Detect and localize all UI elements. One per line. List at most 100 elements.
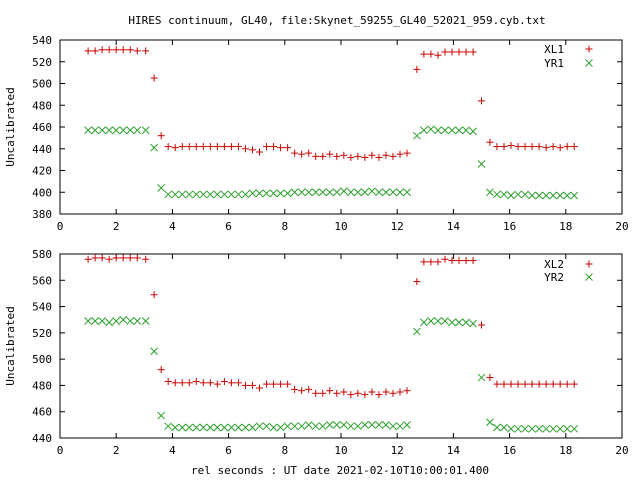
data-point-xl2	[448, 257, 456, 265]
data-point-yr2	[514, 424, 522, 433]
bottom-data-marks	[84, 254, 579, 433]
data-point-xl2	[277, 380, 285, 388]
data-point-yr1	[420, 126, 428, 135]
x-tick-label: 10	[334, 220, 347, 233]
data-point-xl1	[441, 48, 449, 56]
data-point-yr1	[126, 126, 135, 135]
data-point-yr1	[241, 190, 250, 199]
data-point-yr1	[311, 188, 320, 197]
data-point-yr1	[98, 126, 107, 135]
data-point-yr2	[477, 373, 486, 382]
data-point-yr1	[206, 190, 215, 199]
data-point-xl1	[382, 151, 390, 159]
data-point-xl1	[98, 46, 106, 54]
data-point-yr2	[234, 423, 243, 432]
data-point-yr1	[549, 191, 558, 200]
data-point-yr1	[403, 188, 411, 197]
data-point-xl2	[234, 379, 242, 387]
data-point-yr2	[361, 421, 369, 429]
data-point-yr2	[311, 422, 320, 431]
y-tick-label: 540	[32, 34, 52, 47]
data-point-xl2	[133, 254, 141, 262]
data-point-yr2	[105, 318, 114, 327]
data-point-xl1	[361, 153, 369, 161]
data-point-xl1	[403, 149, 411, 157]
data-point-xl2	[389, 389, 397, 397]
data-point-xl2	[284, 380, 292, 388]
data-point-yr2	[556, 424, 565, 433]
data-point-xl2	[105, 255, 113, 263]
data-point-yr1	[413, 131, 421, 140]
data-point-xl2	[420, 258, 428, 266]
data-point-xl2	[126, 254, 134, 262]
data-point-yr2	[375, 421, 383, 429]
data-point-yr2	[206, 423, 215, 432]
x-tick-label: 2	[113, 444, 120, 457]
data-point-xl2	[549, 380, 557, 388]
data-point-yr1	[332, 188, 341, 197]
data-point-yr1	[164, 190, 173, 199]
data-point-yr2	[112, 317, 121, 325]
x-tick-label: 4	[169, 220, 176, 233]
data-point-yr1	[441, 126, 449, 135]
data-point-yr2	[382, 421, 390, 429]
top-legend: XL1 YR1	[544, 43, 593, 70]
data-point-xl1	[185, 143, 193, 151]
data-point-yr1	[178, 190, 187, 199]
data-point-xl2	[486, 374, 494, 382]
data-point-xl2	[248, 381, 256, 389]
x-tick-label: 20	[615, 444, 628, 457]
data-point-yr1	[361, 188, 369, 197]
data-point-xl2	[493, 380, 501, 388]
x-tick-label: 8	[281, 444, 288, 457]
data-point-xl1	[157, 132, 165, 140]
y-tick-label: 560	[32, 274, 52, 287]
data-point-xl1	[486, 138, 494, 146]
data-point-yr2	[171, 423, 180, 432]
data-point-xl2	[305, 385, 313, 393]
data-point-xl2	[98, 254, 106, 262]
data-point-yr2	[570, 424, 579, 433]
data-point-xl1	[535, 143, 543, 151]
data-point-yr1	[521, 190, 529, 199]
data-point-yr1	[248, 189, 257, 198]
data-point-xl1	[326, 150, 334, 158]
data-point-xl1	[84, 47, 92, 55]
data-point-xl1	[462, 48, 470, 56]
data-point-yr2	[98, 317, 107, 325]
data-point-yr2	[441, 317, 449, 325]
data-point-yr1	[84, 126, 92, 135]
chart-title: HIRES continuum, GL40, file:Skynet_59255…	[128, 14, 545, 27]
data-point-yr1	[563, 191, 572, 200]
data-point-yr2	[469, 319, 477, 328]
data-point-xl1	[112, 46, 120, 54]
data-point-xl1	[340, 151, 348, 159]
top-y-axis-label: Uncalibrated	[4, 87, 17, 166]
y-tick-label: 460	[32, 121, 52, 134]
data-point-xl1	[126, 46, 134, 54]
data-point-yr1	[469, 127, 477, 136]
data-point-yr2	[549, 424, 558, 433]
x-tick-label: 14	[447, 444, 461, 457]
data-point-yr2	[276, 423, 285, 432]
data-point-xl2	[157, 366, 165, 374]
data-point-yr2	[213, 423, 222, 432]
data-point-xl2	[514, 380, 522, 388]
data-point-xl2	[192, 377, 200, 385]
data-point-xl1	[556, 144, 564, 152]
data-point-xl2	[220, 377, 228, 385]
data-point-yr2	[500, 423, 508, 432]
data-point-xl2	[542, 380, 550, 388]
data-point-yr2	[507, 424, 515, 433]
y-tick-label: 380	[32, 208, 52, 221]
data-point-yr2	[521, 424, 529, 433]
data-point-yr2	[164, 422, 173, 431]
data-point-xl2	[427, 258, 435, 266]
data-point-yr2	[403, 421, 411, 429]
data-point-xl2	[91, 254, 99, 262]
top-data-marks	[84, 46, 579, 200]
data-point-xl1	[213, 143, 221, 151]
top-axis-ticks: 0 2 4 6 8 10 12 14 16 18 20 380 400 420 440 460 480 500 52…	[32, 34, 629, 233]
y-tick-label: 520	[32, 327, 52, 340]
data-point-xl1	[171, 144, 179, 152]
